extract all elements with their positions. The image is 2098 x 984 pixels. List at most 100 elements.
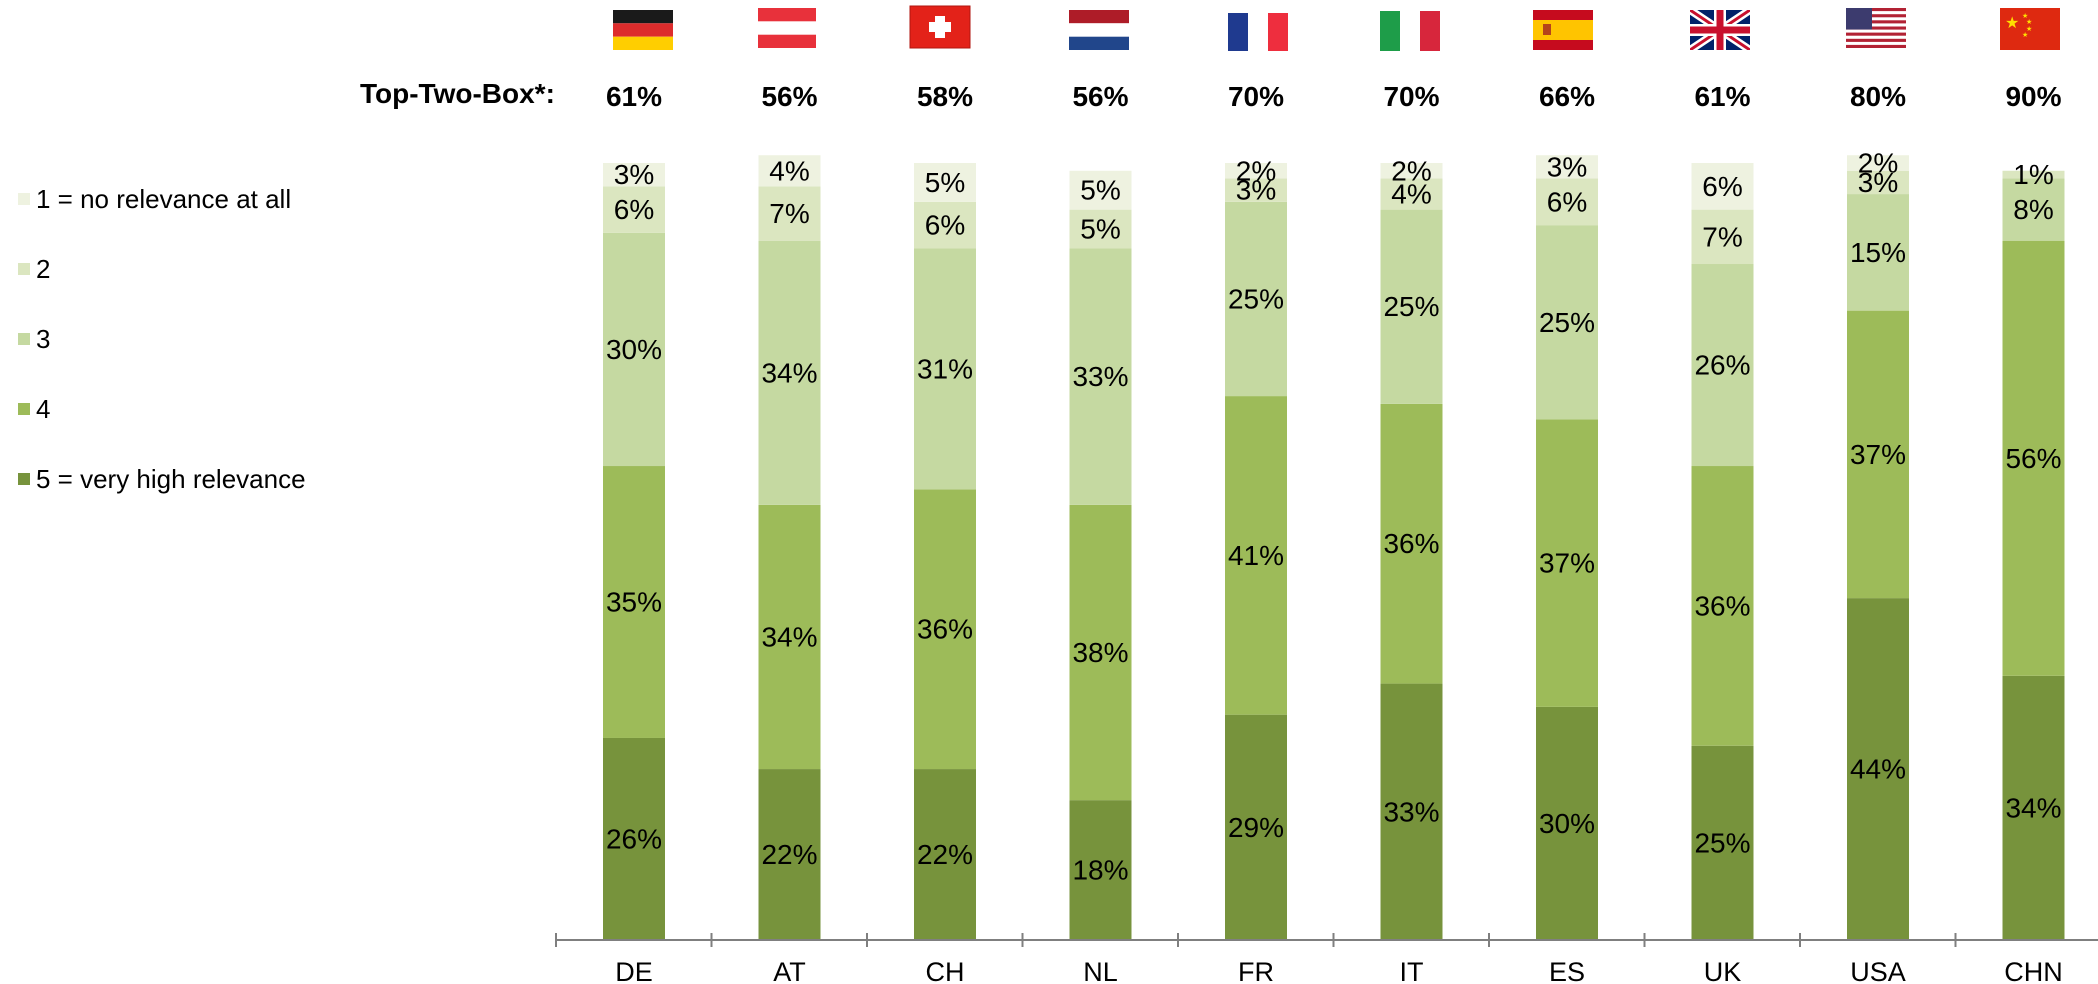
netherlands-flag-icon xyxy=(1069,10,1129,50)
data-label-de-5: 26% xyxy=(606,823,662,854)
spain-flag-icon xyxy=(1533,10,1593,50)
bar-segment-de-1 xyxy=(603,163,665,187)
bar-segment-es-5 xyxy=(1536,706,1598,940)
austria-flag-icon xyxy=(758,8,816,48)
bar-segment-ch-5 xyxy=(914,769,976,940)
data-label-nl-3: 33% xyxy=(1072,361,1128,392)
legend-swatch-1 xyxy=(18,193,30,205)
data-label-fr-5: 29% xyxy=(1228,812,1284,843)
legend-item-4: 4 xyxy=(18,374,306,444)
bar-segment-it-5 xyxy=(1380,683,1443,940)
data-label-it-2: 4% xyxy=(1391,179,1431,210)
bar-segment-uk-4 xyxy=(1691,466,1754,746)
legend: 1 = no relevance at all 2 3 4 5 = very high … xyxy=(18,164,306,514)
top-two-box-value-fr: 70% xyxy=(1228,81,1284,112)
data-label-uk-3: 26% xyxy=(1694,350,1750,381)
legend-swatch-5 xyxy=(18,473,30,485)
data-label-uk-2: 7% xyxy=(1702,221,1742,252)
bar-segment-ch-2 xyxy=(914,201,976,249)
legend-label-2: 2 xyxy=(36,254,51,284)
bar-segment-at-4 xyxy=(758,504,821,770)
data-label-fr-3: 25% xyxy=(1228,283,1284,314)
data-label-at-4: 34% xyxy=(761,621,817,652)
bar-segment-nl-2 xyxy=(1069,209,1132,249)
data-label-chn-5: 34% xyxy=(2005,792,2061,823)
svg-text:★: ★ xyxy=(2022,12,2028,20)
bar-segment-it-2 xyxy=(1380,178,1443,210)
data-label-it-5: 33% xyxy=(1383,796,1439,827)
x-tick-label-de: DE xyxy=(615,957,653,984)
data-label-usa-5: 44% xyxy=(1850,754,1906,785)
bar-segment-es-4 xyxy=(1536,419,1598,707)
data-label-at-5: 22% xyxy=(761,839,817,870)
bar-segment-uk-1 xyxy=(1691,163,1754,210)
bar-segment-fr-4 xyxy=(1225,396,1287,715)
data-label-it-4: 36% xyxy=(1383,528,1439,559)
bar-segment-usa-5 xyxy=(1847,598,1909,940)
bar-segment-it-1 xyxy=(1380,163,1443,179)
data-label-chn-2: 1% xyxy=(2013,159,2053,190)
france-flag-icon xyxy=(1228,13,1288,51)
legend-label-5: 5 = very high relevance xyxy=(36,464,306,494)
data-label-es-2: 6% xyxy=(1547,186,1587,217)
data-label-nl-4: 38% xyxy=(1072,637,1128,668)
svg-text:★: ★ xyxy=(2026,25,2032,33)
svg-text:★: ★ xyxy=(2022,31,2028,39)
bar-segment-nl-1 xyxy=(1069,170,1132,210)
bar-segment-at-5 xyxy=(758,769,821,940)
top-two-box-value-es: 66% xyxy=(1539,81,1595,112)
data-label-uk-1: 6% xyxy=(1702,171,1742,202)
data-label-uk-4: 36% xyxy=(1694,590,1750,621)
bar-segment-de-2 xyxy=(603,186,665,233)
bar-segment-ch-1 xyxy=(914,163,976,202)
data-label-ch-5: 22% xyxy=(917,839,973,870)
data-label-usa-2: 3% xyxy=(1858,167,1898,198)
x-tick-label-usa: USA xyxy=(1850,957,1906,984)
italy-flag-icon xyxy=(1380,11,1440,51)
usa-flag-icon xyxy=(1846,8,1906,48)
bar-segment-it-3 xyxy=(1380,209,1443,404)
bar-segment-es-1 xyxy=(1536,155,1598,179)
top-two-box-value-de: 61% xyxy=(606,81,662,112)
bar-segment-usa-2 xyxy=(1847,170,1909,195)
top-two-box-value-ch: 58% xyxy=(917,81,973,112)
bar-segment-ch-3 xyxy=(914,248,976,490)
data-label-ch-1: 5% xyxy=(925,167,965,198)
data-label-fr-4: 41% xyxy=(1228,540,1284,571)
bar-segment-it-4 xyxy=(1380,403,1443,684)
data-label-es-3: 25% xyxy=(1539,307,1595,338)
data-label-uk-5: 25% xyxy=(1694,827,1750,858)
data-label-de-4: 35% xyxy=(606,587,662,618)
bar-segment-fr-5 xyxy=(1225,714,1287,940)
data-label-fr-2: 3% xyxy=(1236,175,1276,206)
data-label-es-1: 3% xyxy=(1547,151,1587,182)
bar-segment-uk-3 xyxy=(1691,264,1754,467)
bar-segment-ch-4 xyxy=(914,489,976,770)
legend-label-3: 3 xyxy=(36,324,51,354)
data-label-ch-2: 6% xyxy=(925,210,965,241)
bar-segment-de-4 xyxy=(603,466,665,738)
top-two-box-value-at: 56% xyxy=(761,81,817,112)
legend-swatch-3 xyxy=(18,333,30,345)
bar-segment-chn-3 xyxy=(2002,178,2065,241)
data-label-nl-5: 18% xyxy=(1072,855,1128,886)
bar-segment-nl-3 xyxy=(1069,248,1132,505)
bar-segment-uk-2 xyxy=(1691,209,1754,265)
top-two-box-value-nl: 56% xyxy=(1072,81,1128,112)
data-label-it-1: 2% xyxy=(1391,155,1431,186)
uk-flag-icon xyxy=(1690,10,1750,50)
top-two-box-value-it: 70% xyxy=(1383,81,1439,112)
bar-segment-at-2 xyxy=(758,186,821,241)
legend-label-4: 4 xyxy=(36,394,51,424)
data-label-usa-1: 2% xyxy=(1858,148,1898,179)
bar-segment-chn-2 xyxy=(2002,170,2065,179)
data-label-usa-4: 37% xyxy=(1850,439,1906,470)
bar-segment-at-3 xyxy=(758,240,821,505)
legend-item-2: 2 xyxy=(18,234,306,304)
bar-segment-chn-5 xyxy=(2002,675,2065,940)
top-two-box-value-uk: 61% xyxy=(1694,81,1750,112)
legend-item-3: 3 xyxy=(18,304,306,374)
bar-segment-usa-3 xyxy=(1847,194,1909,311)
x-tick-label-it: IT xyxy=(1400,957,1424,984)
